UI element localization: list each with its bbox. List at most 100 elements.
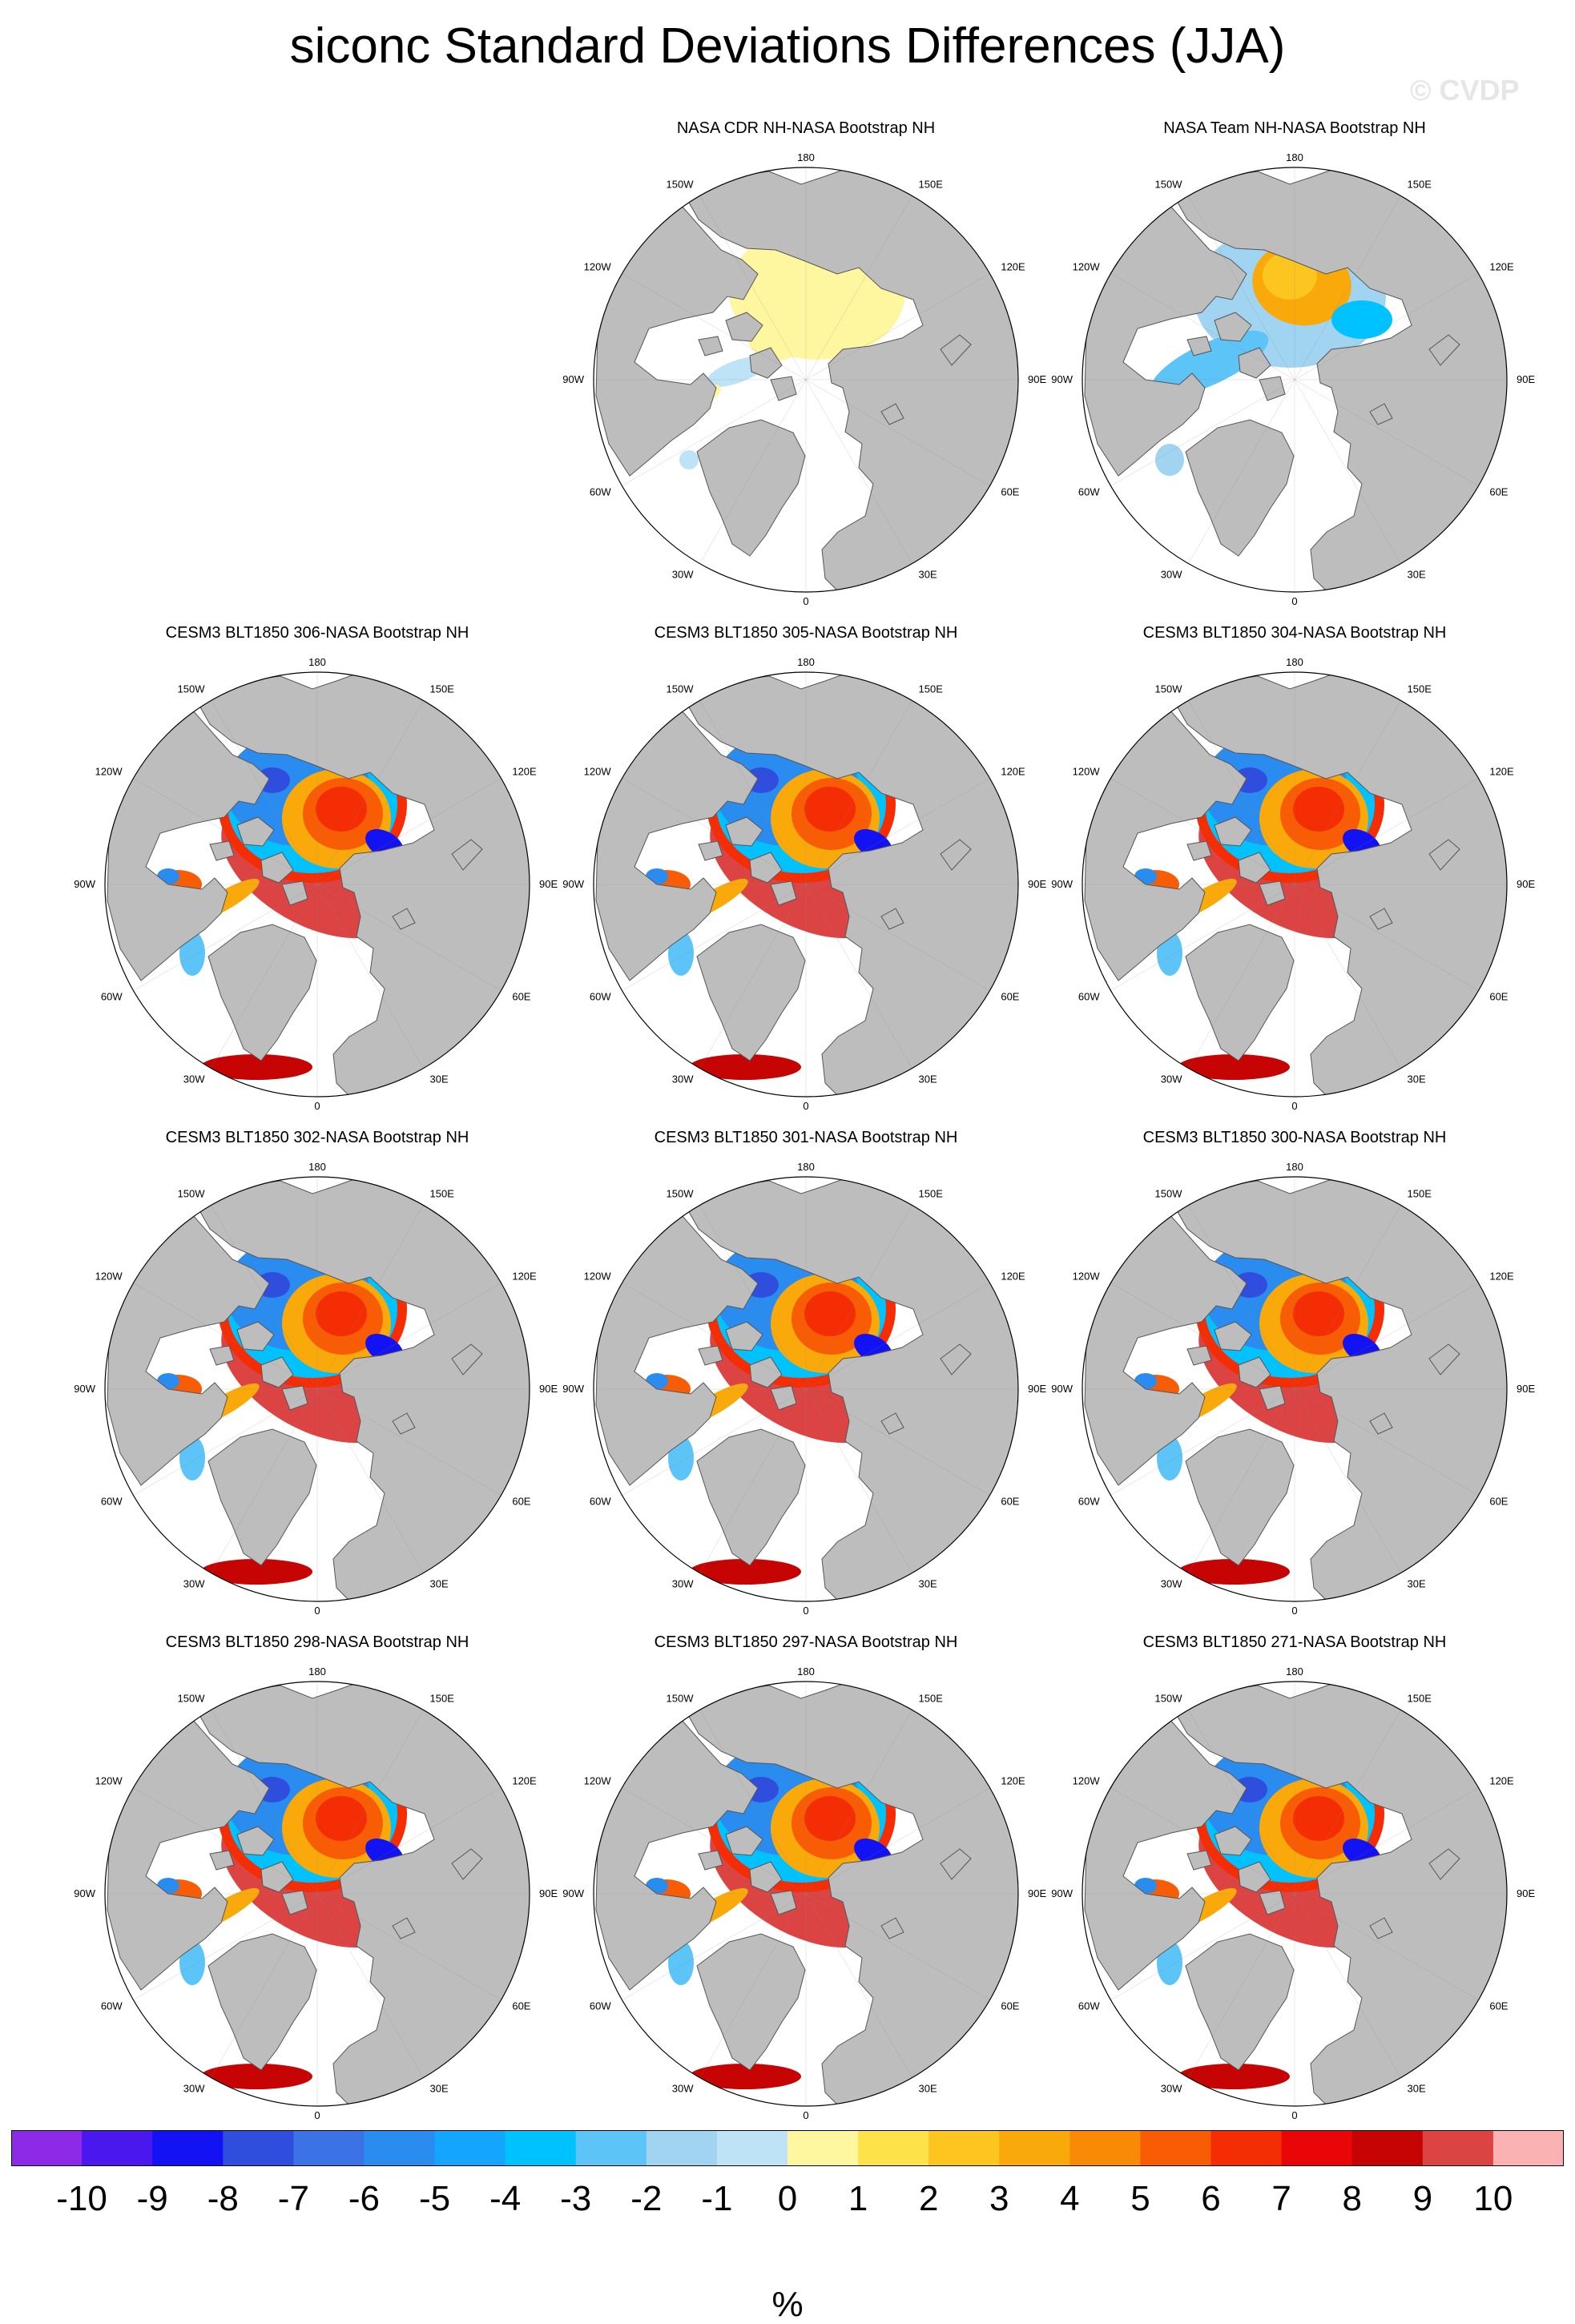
longitude-label: 60E [1001, 1496, 1019, 1508]
land-mass [281, 880, 308, 906]
longitude-label: 120W [95, 766, 123, 778]
longitude-label: 30E [1408, 1073, 1426, 1085]
longitude-label: 90E [539, 1887, 558, 1899]
polar-map: 180 150E 120E 90E 60E 30E 0 30W 60W 90W 120W 150W [562, 656, 1046, 1112]
land-mass [749, 1861, 783, 1893]
land-mass [940, 1343, 972, 1375]
land-mass [770, 1890, 797, 1915]
longitude-label: 150W [667, 1188, 695, 1200]
land-mass [107, 1214, 270, 1486]
colorbar-swatch [152, 2130, 224, 2166]
land-mass [770, 376, 797, 401]
longitude-label: 180 [1286, 1665, 1303, 1678]
longitude-label: 0 [803, 595, 808, 607]
longitude-label: 120W [584, 1271, 612, 1283]
land-mass [209, 840, 235, 861]
longitude-label: 120E [1489, 1271, 1514, 1283]
land-mass [392, 1412, 416, 1435]
longitude-label: 30W [1161, 568, 1182, 580]
land-mass [1369, 908, 1393, 930]
panel-title: CESM3 BLT1850 271-NASA Bootstrap NH [1142, 1633, 1447, 1651]
longitude-label: 150E [919, 683, 944, 695]
land-mass [1369, 403, 1393, 425]
land-mass [749, 1356, 783, 1388]
colorbar-swatch [223, 2130, 294, 2166]
land-mass [749, 347, 783, 379]
longitude-label: 150W [1155, 179, 1183, 191]
longitude-label: 180 [1286, 1161, 1303, 1173]
longitude-label: 60E [1489, 2000, 1508, 2012]
colorbar-swatch [1281, 2130, 1353, 2166]
longitude-label: 90E [539, 1383, 558, 1395]
land-mass [392, 1917, 416, 1939]
colorbar-tick-label: 6 [1201, 2179, 1220, 2218]
longitude-label: 60E [1001, 991, 1019, 1003]
colorbar-swatch [11, 2130, 83, 2166]
longitude-label: 0 [314, 1605, 320, 1617]
colorbar-tick-label: 0 [778, 2179, 797, 2218]
colorbar-tick-label: -4 [489, 2179, 521, 2218]
panel-title: CESM3 BLT1850 306-NASA Bootstrap NH [165, 624, 469, 642]
longitude-label: 150W [1155, 683, 1183, 695]
figure-title: siconc Standard Deviations Differences (… [289, 18, 1286, 74]
longitude-label: 90W [562, 1383, 584, 1395]
land-mass [281, 1890, 308, 1915]
longitude-label: 150E [919, 1188, 944, 1200]
land-mass [1259, 880, 1286, 906]
longitude-label: 150E [1408, 1693, 1432, 1705]
polar-map: 180 150E 120E 90E 60E 30E 0 30W 60W 90W 120W 150W [1051, 1665, 1535, 2121]
longitude-label: 150W [178, 1188, 206, 1200]
land-mass [749, 852, 783, 884]
longitude-label: 180 [797, 1161, 815, 1173]
land-mass [1238, 1861, 1271, 1893]
longitude-label: 180 [797, 656, 815, 668]
land-mass [595, 204, 759, 477]
longitude-label: 180 [797, 151, 815, 163]
longitude-label: 120E [1001, 261, 1025, 273]
longitude-label: 90W [1051, 1887, 1073, 1899]
longitude-label: 90E [1028, 1887, 1046, 1899]
land-mass [595, 709, 759, 981]
longitude-label: 60E [1489, 991, 1508, 1003]
longitude-label: 0 [314, 1100, 320, 1112]
land-mass [281, 1385, 308, 1411]
longitude-label: 120E [1489, 766, 1514, 778]
longitude-label: 60E [1489, 1496, 1508, 1508]
longitude-label: 120E [1001, 1775, 1025, 1787]
longitude-label: 30W [672, 1073, 694, 1085]
longitude-label: 30W [1161, 1577, 1182, 1589]
colorbar-swatch [788, 2130, 859, 2166]
colorbar-swatch [858, 2130, 929, 2166]
longitude-label: 30E [1408, 568, 1426, 580]
longitude-label: 90W [1051, 373, 1073, 385]
longitude-label: 120W [95, 1271, 123, 1283]
longitude-label: 0 [1291, 1605, 1297, 1617]
panel-title: CESM3 BLT1850 297-NASA Bootstrap NH [654, 1633, 958, 1651]
land-mass [451, 1343, 483, 1375]
longitude-label: 60E [1001, 486, 1019, 498]
longitude-label: 150E [1408, 683, 1432, 695]
polar-map: 180 150E 120E 90E 60E 30E 0 30W 60W 90W 120W 150W [562, 1161, 1046, 1617]
longitude-label: 30E [430, 2082, 449, 2094]
longitude-label: 90E [1028, 373, 1046, 385]
panel-title: CESM3 BLT1850 301-NASA Bootstrap NH [654, 1129, 958, 1146]
land-mass [880, 908, 904, 930]
colorbar: -10 -9 -8 -7 -6 -5 -4 -3 -2 -1 0 1 2 3 4 5 6 7 8 9 10 [11, 2130, 1564, 2218]
longitude-label: 60E [1001, 2000, 1019, 2012]
colorbar-swatch [716, 2130, 788, 2166]
polar-map: 180 150E 120E 90E 60E 30E 0 30W 60W 90W 120W 150W [74, 1161, 558, 1617]
panel-title: CESM3 BLT1850 298-NASA Bootstrap NH [165, 1633, 469, 1651]
map-panel: CESM3 BLT1850 302-NASA Bootstrap NH 180 15… [72, 1128, 562, 1625]
map-panel: CESM3 BLT1850 297-NASA Bootstrap NH 180 15… [561, 1633, 1051, 2129]
land-mass [940, 1848, 972, 1880]
land-mass [1084, 1718, 1247, 1991]
land-mass [940, 839, 972, 871]
longitude-label: 120W [1073, 766, 1101, 778]
longitude-label: 60W [1078, 991, 1100, 1003]
longitude-label: 30E [919, 568, 937, 580]
land-mass [1259, 376, 1286, 401]
land-mass [1084, 204, 1247, 477]
longitude-label: 60E [512, 2000, 530, 2012]
longitude-label: 30E [919, 1577, 937, 1589]
land-mass [1428, 1848, 1460, 1880]
